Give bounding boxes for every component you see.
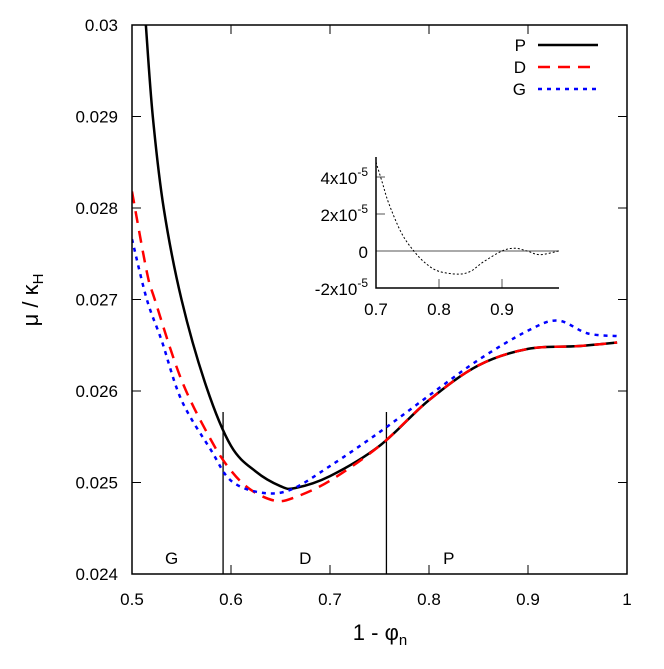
x-tick-label: 1 (622, 590, 631, 609)
series-D-line (132, 191, 618, 503)
inset-y-tick-label: 2x10-5 (320, 202, 368, 225)
x-tick-label: 0.6 (219, 590, 243, 609)
y-tick-label: 0.025 (75, 474, 118, 493)
plot-frame (131, 24, 628, 575)
inset-x-tick-label: 0.8 (427, 300, 451, 319)
y-tick-label: 0.029 (75, 108, 118, 127)
series-P-line (144, 25, 618, 491)
x-tick-label: 0.8 (417, 590, 441, 609)
x-tick-label: 0.5 (120, 590, 144, 609)
region-label-P: P (443, 549, 454, 568)
region-label-D: D (299, 549, 311, 568)
x-tick-label: 0.9 (516, 590, 540, 609)
y-tick-label: 0.028 (75, 199, 118, 218)
y-tick-label: 0.03 (85, 16, 118, 35)
inset-y-tick-label: 4x10-5 (320, 165, 368, 188)
inset-x-tick-label: 0.7 (364, 300, 388, 319)
x-tick-label: 0.7 (318, 590, 342, 609)
legend-label-P: P (515, 36, 526, 55)
legend-label-D: D (514, 58, 526, 77)
inset-axes (375, 157, 559, 289)
inset-series-line (375, 162, 559, 275)
region-label-G: G (165, 549, 178, 568)
inset-y-tick-label: -2x10-5 (315, 276, 369, 299)
y-tick-label: 0.024 (75, 565, 118, 584)
inset-x-tick-label: 0.9 (490, 300, 514, 319)
inset-y-tick-label: 0 (359, 243, 368, 262)
y-axis-label: μ / κH (18, 274, 47, 327)
y-tick-label: 0.027 (75, 291, 118, 310)
y-tick-label: 0.026 (75, 382, 118, 401)
legend-label-G: G (513, 80, 526, 99)
x-axis-label: 1 - φn (353, 620, 407, 649)
series-G-line (132, 238, 618, 495)
